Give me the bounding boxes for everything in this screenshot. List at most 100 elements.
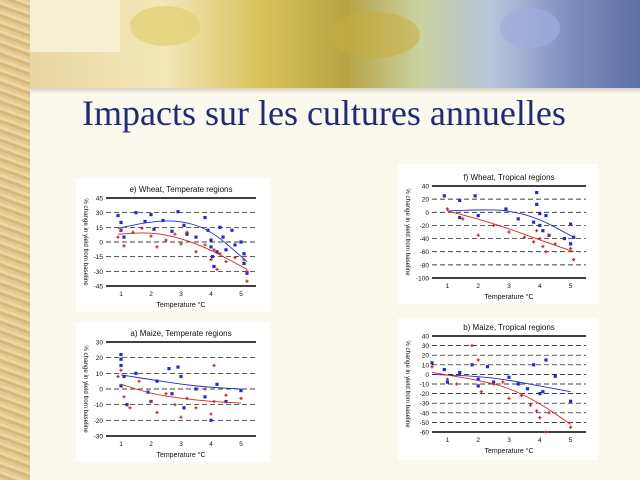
data-point-blue <box>532 363 536 367</box>
x-axis-label: Temperature °C <box>156 451 205 459</box>
y-tick-label: -20 <box>420 223 430 230</box>
y-tick-label: -30 <box>420 401 430 408</box>
data-point-blue <box>442 194 446 198</box>
x-axis-label: Temperature °C <box>156 301 205 309</box>
data-point-red <box>245 279 249 283</box>
data-point-red <box>137 379 141 383</box>
data-point-red <box>547 411 551 415</box>
data-point-red <box>242 258 246 262</box>
y-tick-label: -50 <box>420 420 430 427</box>
data-point-blue <box>182 223 186 227</box>
x-tick-label: 3 <box>507 283 511 290</box>
chart-svg: b) Maize, Tropical regions -60 -50 -40 -30 -2… <box>404 323 586 455</box>
data-point-blue <box>134 371 138 375</box>
y-tick-label: 10 <box>422 362 430 369</box>
y-tick-label: -40 <box>420 236 430 243</box>
y-tick-label: 10 <box>96 371 104 378</box>
y-tick-label: -30 <box>94 434 104 441</box>
chart-title: f) Wheat, Tropical regions <box>463 173 554 182</box>
data-point-red <box>535 409 539 413</box>
y-tick-label: -45 <box>94 284 104 291</box>
data-point-blue <box>458 198 462 203</box>
y-tick-label: 0 <box>99 240 103 247</box>
data-point-red <box>119 228 123 232</box>
data-point-red <box>535 229 539 233</box>
data-point-blue <box>215 382 219 386</box>
data-point-red <box>501 380 505 384</box>
data-point-blue <box>119 357 123 361</box>
data-point-blue <box>239 240 243 244</box>
data-point-red <box>215 267 219 271</box>
data-point-red <box>547 233 551 237</box>
data-point-red <box>233 256 237 260</box>
y-tick-label: 20 <box>422 197 430 204</box>
data-point-blue <box>176 210 180 214</box>
data-point-red <box>528 403 533 407</box>
x-tick-label: 4 <box>209 291 213 298</box>
trend-curve-blue <box>120 374 242 390</box>
data-point-red <box>179 415 183 419</box>
x-tick-label: 2 <box>476 437 480 444</box>
data-point-red <box>476 358 480 362</box>
trend-curve-red <box>120 383 242 404</box>
data-point-blue <box>194 387 198 391</box>
data-point-red <box>224 393 228 397</box>
x-tick-label: 3 <box>179 441 183 448</box>
data-point-red <box>149 234 153 238</box>
x-tick-label: 5 <box>239 441 243 448</box>
y-tick-label: 30 <box>96 210 104 217</box>
data-point-blue <box>442 368 446 372</box>
data-point-blue <box>242 252 246 256</box>
data-point-blue <box>544 358 548 362</box>
data-point-blue <box>458 370 462 375</box>
data-point-red <box>122 244 126 248</box>
data-point-blue <box>535 190 539 195</box>
trend-curve-red <box>117 232 248 270</box>
data-point-blue <box>119 363 123 368</box>
y-tick-label: -20 <box>420 391 430 398</box>
data-point-blue <box>182 406 186 410</box>
header-banner-image <box>30 0 640 88</box>
data-point-red <box>538 416 542 420</box>
data-point-blue <box>125 403 129 407</box>
y-axis-label: % change in yield from baseline <box>404 188 411 276</box>
chart-title: a) Maize, Temperate regions <box>130 329 231 338</box>
data-point-blue <box>504 207 508 211</box>
data-point-red <box>245 269 249 273</box>
x-tick-label: 5 <box>239 291 243 298</box>
x-axis-label: Temperature °C <box>484 293 533 301</box>
data-point-blue <box>562 236 567 241</box>
x-tick-label: 1 <box>119 441 123 448</box>
data-point-blue <box>544 213 548 218</box>
data-point-blue <box>572 235 576 239</box>
data-point-blue <box>203 395 207 399</box>
y-tick-label: -15 <box>94 254 104 261</box>
x-tick-label: 3 <box>507 437 511 444</box>
x-tick-label: 3 <box>179 291 183 298</box>
chart-title: b) Maize, Tropical regions <box>463 323 555 332</box>
data-point-blue <box>155 379 159 383</box>
data-point-blue <box>553 374 557 378</box>
data-point-blue <box>119 352 123 357</box>
data-point-red <box>476 233 480 237</box>
data-point-red <box>445 207 449 211</box>
chart-wheat-temperate: e) Wheat, Temperate regions -45 -30 -15 0 15 3… <box>76 178 270 312</box>
y-axis-label: % change in yield from baseline <box>82 345 89 433</box>
x-tick-label: 2 <box>476 283 480 290</box>
data-point-blue <box>507 375 511 379</box>
data-point-blue <box>233 243 237 247</box>
y-tick-label: 30 <box>422 343 430 350</box>
data-point-blue <box>119 384 123 388</box>
chart-wheat-tropical: f) Wheat, Tropical regions -100 -80 -60 -40 -… <box>398 164 598 304</box>
data-point-red <box>164 238 168 242</box>
data-point-blue <box>242 261 246 266</box>
y-tick-label: -30 <box>94 269 104 276</box>
data-point-blue <box>476 384 480 388</box>
data-point-blue <box>516 217 520 221</box>
data-point-blue <box>430 361 434 365</box>
data-point-red <box>155 410 159 415</box>
data-point-blue <box>569 242 573 246</box>
data-point-blue <box>134 211 138 215</box>
data-point-red <box>116 374 120 379</box>
chart-maize-temperate: a) Maize, Temperate regions -30 -20 -10 0 10 2… <box>76 322 270 462</box>
